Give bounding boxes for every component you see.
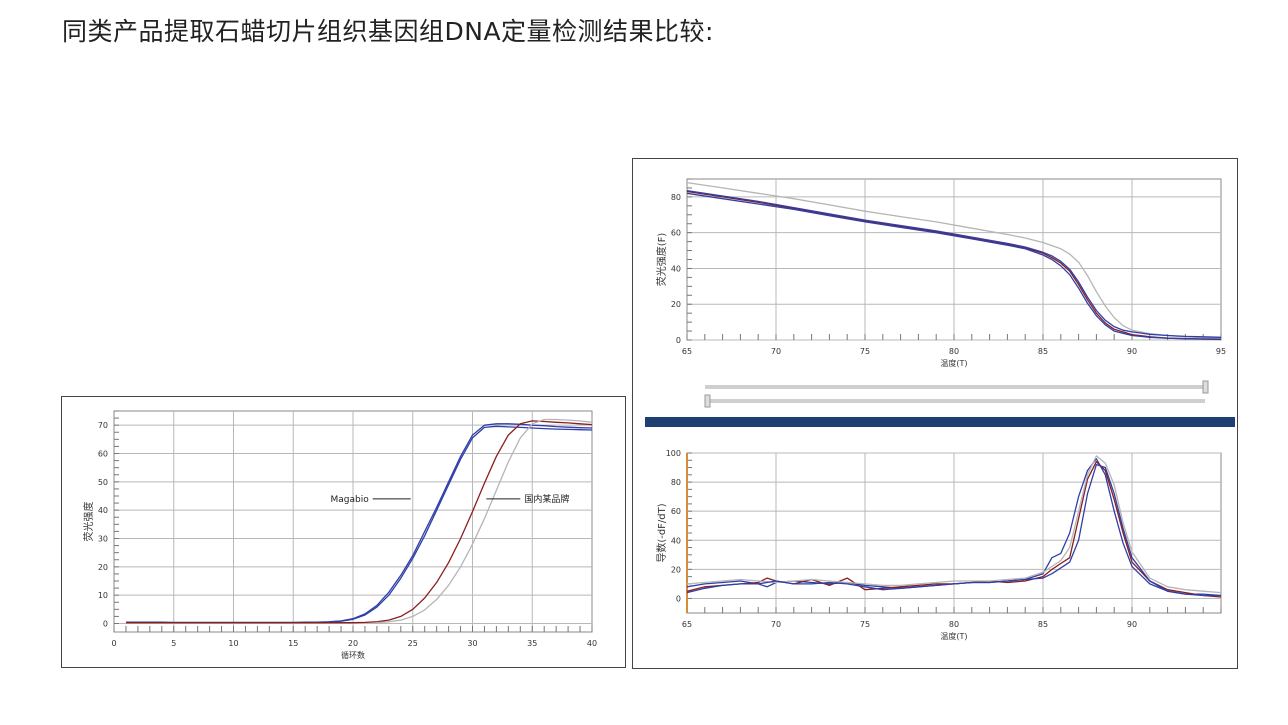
x-tick-label: 90 (1127, 347, 1137, 356)
x-tick-label: 75 (860, 347, 870, 356)
divider-bar (645, 417, 1235, 427)
x-tick-label: 0 (111, 639, 116, 648)
x-tick-label: 90 (1127, 620, 1137, 629)
series-line-2 (329, 425, 593, 623)
x-tick-label: 65 (682, 347, 692, 356)
range-slider-track-1 (705, 385, 1205, 389)
y-tick-label: 60 (671, 507, 681, 516)
x-tick-label: 5 (171, 639, 176, 648)
y-tick-label: 0 (676, 336, 681, 345)
x-tick-label: 80 (949, 347, 959, 356)
series-line-3 (126, 420, 593, 624)
series-line-4 (686, 189, 1222, 338)
y-tick-label: 40 (671, 264, 681, 273)
series-line-4 (686, 463, 1221, 597)
y-tick-label: 70 (98, 421, 108, 430)
x-tick-label: 20 (348, 639, 358, 648)
y-tick-label: 80 (671, 193, 681, 202)
x-tick-label: 40 (587, 639, 597, 648)
y-tick-label: 0 (676, 594, 681, 603)
y-tick-label: 20 (671, 565, 681, 574)
page-title: 同类产品提取石蜡切片组织基因组DNA定量检测结果比较: (62, 17, 714, 46)
x-tick-label: 15 (288, 639, 298, 648)
range-slider-area (645, 380, 1235, 427)
x-tick-label: 35 (527, 639, 537, 648)
plot-area: 65 70 75 80 85 90 95 0 20 40 60 80 温度(T) 荧光强度(F) (655, 178, 1226, 368)
y-tick-label: 50 (98, 478, 108, 487)
y-axis-label: 荧光强度(F) (655, 233, 668, 287)
x-tick-label: 10 (228, 639, 238, 648)
x-axis-label: 循环数 (341, 650, 365, 660)
x-tick-label: 95 (1216, 347, 1226, 356)
x-tick-label: 25 (408, 639, 418, 648)
x-tick-label: 75 (860, 620, 870, 629)
x-tick-label: 85 (1038, 347, 1048, 356)
annotation-brand: 国内某品牌 (524, 493, 569, 505)
y-tick-label: 40 (671, 536, 681, 545)
y-tick-label: 30 (98, 535, 108, 544)
x-tick-label: 70 (771, 347, 781, 356)
range-slider-handle-2 (704, 394, 711, 408)
melt-curve-chart: 65 70 75 80 85 90 95 0 20 40 60 80 温度(T) 荧光强度(F) (655, 178, 1226, 368)
y-tick-label: 20 (671, 300, 681, 309)
series-line-3 (686, 192, 1222, 340)
x-tick-label: 65 (682, 620, 692, 629)
y-tick-label: 0 (103, 620, 108, 629)
y-tick-label: 80 (671, 478, 681, 487)
y-tick-label: 60 (98, 450, 108, 459)
range-slider-handle-1 (1202, 380, 1209, 394)
y-tick-label: 60 (671, 229, 681, 238)
y-tick-label: 10 (98, 591, 108, 600)
plot-area: 0 5 10 15 20 25 30 35 40 0 10 20 30 40 50 60 70 循环数 荧光强度 Ma… (82, 410, 597, 660)
y-tick-label: 100 (666, 449, 681, 458)
melt-chart-panel: 65 70 75 80 85 90 95 0 20 40 60 80 温度(T) 荧光强度(F) 65 70… (632, 158, 1238, 669)
x-axis-label: 温度(T) (940, 358, 967, 368)
amplification-chart: 0 5 10 15 20 25 30 35 40 0 10 20 30 40 50 60 70 循环数 荧光强度 Ma… (82, 410, 597, 660)
x-tick-label: 85 (1038, 620, 1048, 629)
annotation-magabio: Magabio (330, 495, 369, 505)
amplification-chart-panel: 0 5 10 15 20 25 30 35 40 0 10 20 30 40 50 60 70 循环数 荧光强度 Ma… (61, 396, 626, 668)
x-tick-label: 70 (771, 620, 781, 629)
y-tick-label: 20 (98, 563, 108, 572)
x-tick-label: 30 (467, 639, 477, 648)
y-axis-label: 荧光强度 (82, 502, 95, 542)
y-tick-label: 40 (98, 506, 108, 515)
range-slider-track-2 (705, 399, 1205, 403)
x-tick-label: 80 (949, 620, 959, 629)
plot-area: 65 70 75 80 85 90 0 20 40 60 80 100 温度(T) 导数(-dF/dT) (655, 449, 1222, 641)
x-axis-label: 温度(T) (940, 631, 967, 641)
melt-derivative-chart: 65 70 75 80 85 90 0 20 40 60 80 100 温度(T) 导数(-dF/dT) (655, 449, 1222, 641)
y-axis-label: 导数(-dF/dT) (655, 503, 668, 562)
series-line-4 (376, 418, 593, 624)
series-line-1 (686, 181, 1222, 339)
series-line-3 (686, 455, 1222, 594)
